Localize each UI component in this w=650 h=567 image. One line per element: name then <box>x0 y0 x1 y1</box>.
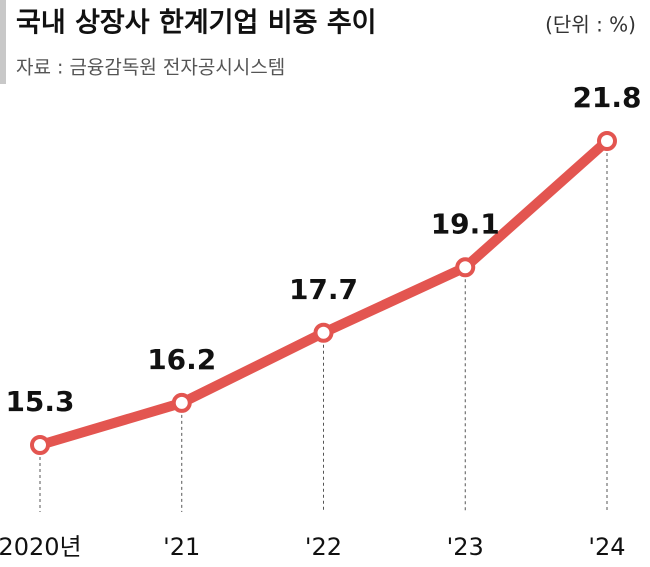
point <box>30 435 50 455</box>
value-label: 17.7 <box>289 273 358 306</box>
value-label: 19.1 <box>431 207 500 240</box>
x-tick-label: 2020년 <box>0 533 82 561</box>
source-label: 자료 : 금융감독원 전자공시시스템 <box>16 57 285 79</box>
unit-label: (단위 : %) <box>545 13 636 37</box>
point <box>597 131 617 151</box>
value-label: 21.8 <box>572 81 641 114</box>
value-label: 16.2 <box>147 343 216 376</box>
x-tick-label: '22 <box>305 533 342 561</box>
title-bar <box>0 0 6 84</box>
x-tick-label: '24 <box>588 533 625 561</box>
point <box>171 392 192 413</box>
point <box>313 322 334 343</box>
x-tick-label: '21 <box>163 533 200 561</box>
point <box>455 257 476 278</box>
value-label: 15.3 <box>5 385 74 418</box>
chart-title: 국내 상장사 한계기업 비중 추이 <box>16 8 377 39</box>
x-tick-label: '23 <box>447 533 484 561</box>
